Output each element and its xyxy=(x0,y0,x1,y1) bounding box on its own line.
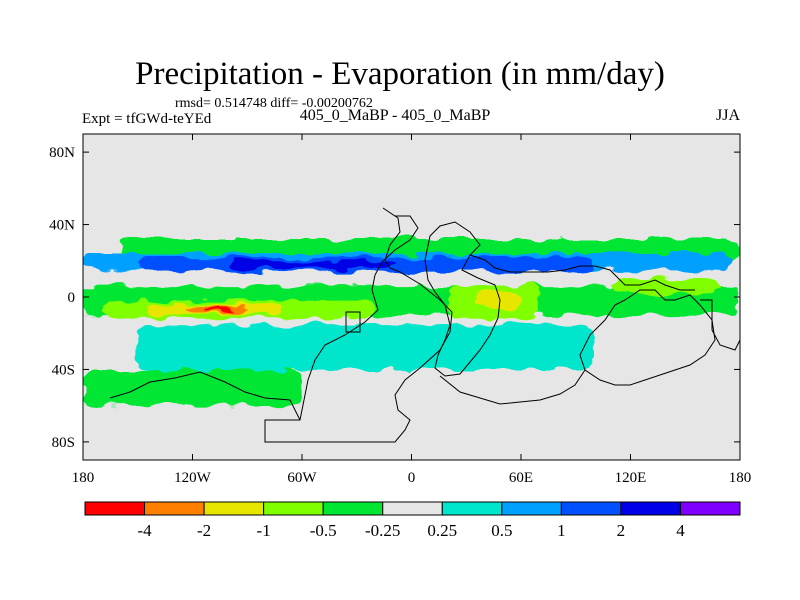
x-tick-label: 0 xyxy=(408,470,416,486)
south-america-outline xyxy=(264,207,453,443)
x-tick-label: 120W xyxy=(174,470,212,486)
x-axis: 180 120W 60W 0 60E 120E 180 xyxy=(72,134,752,486)
colorbar-label: 1 xyxy=(557,521,566,540)
island-outline xyxy=(345,311,361,333)
antarctica-outline xyxy=(109,371,301,421)
colorbar-label: -4 xyxy=(137,521,152,540)
colorbar: -4 -2 -1 -0.5 -0.25 0.25 0.5 1 2 4 xyxy=(84,501,741,540)
asia-outline xyxy=(469,254,695,291)
colorbar-swatch xyxy=(441,501,503,516)
contour-region-13 xyxy=(83,369,302,406)
colorbar-swatch xyxy=(679,501,741,516)
contour-region-11 xyxy=(229,260,394,269)
x-tick-label: 180 xyxy=(729,470,752,486)
chart-title: Precipitation - Evaporation (in mm/day) xyxy=(135,56,665,92)
continent-outlines xyxy=(109,207,740,443)
comparison-label: 405_0_MaBP - 405_0_MaBP xyxy=(299,107,491,124)
colorbar-swatch xyxy=(322,501,384,516)
contour-region-5 xyxy=(207,307,233,312)
africa-outline xyxy=(424,221,501,377)
y-tick-label: 0 xyxy=(68,290,76,306)
y-tick-label: 80S xyxy=(52,435,75,451)
y-tick-label: 40N xyxy=(49,218,75,234)
contour-region-7 xyxy=(475,291,521,308)
experiment-label: Expt = tfGWd-teYEd xyxy=(82,111,212,127)
x-tick-label: 120E xyxy=(615,470,647,486)
colorbar-label: -2 xyxy=(197,521,211,540)
colorbar-label: -0.25 xyxy=(365,521,400,540)
y-tick-label: 40S xyxy=(52,362,75,378)
colorbar-label: 2 xyxy=(617,521,626,540)
contour-region-12 xyxy=(137,324,594,370)
pacific-island-outline xyxy=(700,299,740,351)
contour-fields xyxy=(83,239,740,406)
colorbar-swatch xyxy=(560,501,622,516)
colorbar-swatch xyxy=(501,501,562,516)
colorbar-label: 4 xyxy=(676,521,685,540)
colorbar-label: 0.25 xyxy=(427,521,457,540)
colorbar-label: 0.5 xyxy=(491,521,512,540)
season-label: JJA xyxy=(715,107,740,124)
x-tick-label: 180 xyxy=(72,470,95,486)
stats-label: rmsd= 0.514748 diff= -0.00200762 xyxy=(175,96,373,111)
colorbar-swatch xyxy=(203,501,265,516)
x-tick-label: 60E xyxy=(509,470,533,486)
antarctica-outline-east xyxy=(439,369,586,405)
colorbar-swatch xyxy=(144,501,205,516)
colorbar-label: -0.5 xyxy=(310,521,337,540)
colorbar-swatch xyxy=(382,501,443,516)
y-axis: 80N 40N 0 40S 80S xyxy=(49,145,740,451)
colorbar-swatch xyxy=(84,501,146,516)
colorbar-swatch xyxy=(263,501,324,516)
colorbar-label: -1 xyxy=(257,521,271,540)
x-tick-label: 60W xyxy=(287,470,317,486)
y-tick-label: 80N xyxy=(49,145,75,161)
colorbar-swatch xyxy=(620,501,681,516)
